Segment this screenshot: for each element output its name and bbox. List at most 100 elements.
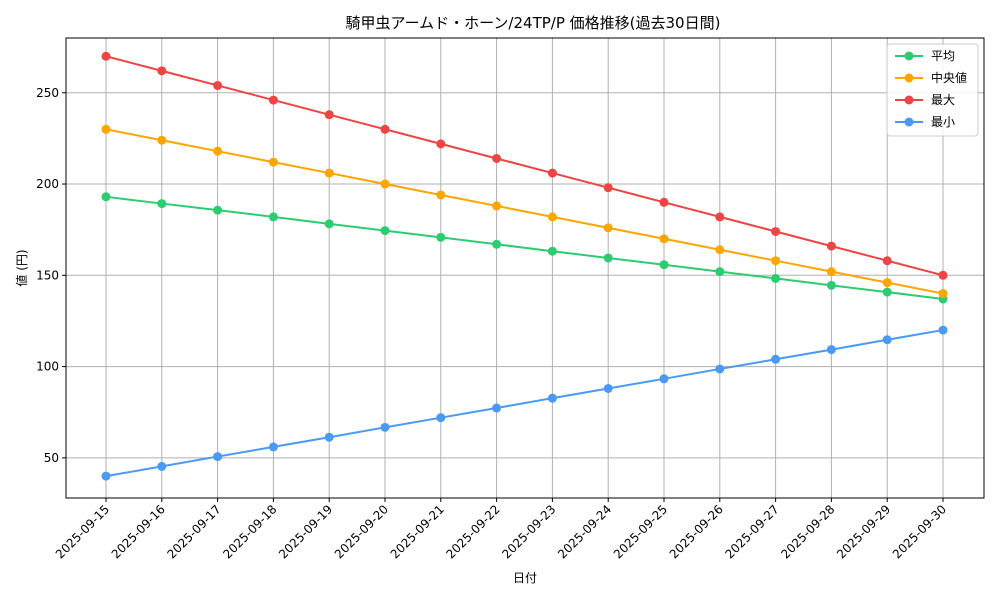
data-point xyxy=(213,452,223,462)
series-line xyxy=(105,329,944,478)
chart-title: 騎甲虫アームド・ホーン/24TP/P 価格推移(過去30日間) xyxy=(346,14,721,32)
data-point xyxy=(826,345,836,355)
data-point xyxy=(380,179,390,189)
series-line xyxy=(105,55,944,277)
data-point xyxy=(157,66,167,76)
data-point xyxy=(659,197,669,207)
legend-swatch-marker xyxy=(904,95,914,105)
data-point xyxy=(547,246,557,256)
legend-box xyxy=(886,43,979,137)
data-point xyxy=(157,135,167,145)
data-point xyxy=(492,403,502,413)
x-axis-title: 日付 xyxy=(513,571,537,585)
legend-swatch-marker xyxy=(904,117,914,127)
y-tick-label: 50 xyxy=(44,451,59,465)
plot-area-frame xyxy=(65,37,985,499)
data-point xyxy=(324,219,334,229)
data-point xyxy=(715,267,725,277)
data-point xyxy=(826,267,836,277)
data-point xyxy=(492,239,502,249)
data-point xyxy=(826,280,836,290)
x-tick-label: 2025-09-25 xyxy=(611,502,670,561)
y-tick-label: 100 xyxy=(36,360,59,374)
data-point xyxy=(380,226,390,236)
data-point xyxy=(213,80,223,90)
data-point xyxy=(436,413,446,423)
data-point xyxy=(547,393,557,403)
data-point xyxy=(492,153,502,163)
data-point xyxy=(380,422,390,432)
x-tick-label: 2025-09-17 xyxy=(165,502,224,561)
data-point xyxy=(882,278,892,288)
data-point xyxy=(826,241,836,251)
data-point xyxy=(659,260,669,270)
x-tick-label: 2025-09-30 xyxy=(890,502,949,561)
data-point xyxy=(436,232,446,242)
data-point xyxy=(771,354,781,364)
data-point xyxy=(547,168,557,178)
data-point xyxy=(101,124,111,134)
data-point xyxy=(603,223,613,233)
data-point xyxy=(882,256,892,266)
data-point xyxy=(771,273,781,283)
data-point xyxy=(268,95,278,105)
data-point xyxy=(268,442,278,452)
data-point xyxy=(938,270,948,280)
data-point xyxy=(771,226,781,236)
data-point xyxy=(938,289,948,299)
data-point xyxy=(101,471,111,481)
data-point xyxy=(771,256,781,266)
series-line xyxy=(105,195,944,301)
data-point xyxy=(380,124,390,134)
data-point xyxy=(436,190,446,200)
data-point xyxy=(324,168,334,178)
data-point xyxy=(324,432,334,442)
y-tick-label: 200 xyxy=(36,177,59,191)
legend-swatch-marker xyxy=(904,51,914,61)
y-axis-title: 値 (円) xyxy=(14,249,29,286)
data-point xyxy=(659,234,669,244)
data-point xyxy=(603,253,613,263)
data-point xyxy=(268,157,278,167)
legend-label: 最大 xyxy=(931,93,955,107)
data-point xyxy=(882,335,892,345)
x-tick-label: 2025-09-20 xyxy=(332,502,391,561)
x-tick-label: 2025-09-27 xyxy=(723,502,782,561)
y-tick-label: 250 xyxy=(36,86,59,100)
series xyxy=(101,51,948,481)
data-point xyxy=(101,51,111,61)
series-line xyxy=(105,128,944,295)
y-tick-label: 150 xyxy=(36,268,59,282)
x-tick-label: 2025-09-22 xyxy=(444,502,503,561)
data-point xyxy=(324,110,334,120)
x-tick-label: 2025-09-28 xyxy=(778,502,837,561)
legend-label: 平均 xyxy=(931,49,955,63)
x-tick-label: 2025-09-23 xyxy=(499,502,558,561)
data-point xyxy=(715,212,725,222)
x-tick-label: 2025-09-24 xyxy=(555,502,614,561)
data-point xyxy=(659,374,669,384)
data-point xyxy=(213,146,223,156)
data-point xyxy=(938,325,948,335)
data-point xyxy=(603,183,613,193)
data-point xyxy=(715,245,725,255)
data-point xyxy=(157,199,167,209)
data-point xyxy=(157,461,167,471)
grid xyxy=(66,38,984,498)
data-point xyxy=(213,205,223,215)
data-point xyxy=(101,192,111,202)
legend-label: 中央値 xyxy=(931,70,967,85)
x-tick-label: 2025-09-19 xyxy=(276,502,335,561)
data-point xyxy=(715,364,725,374)
x-tick-label: 2025-09-18 xyxy=(220,502,279,561)
data-point xyxy=(492,201,502,211)
data-point xyxy=(547,212,557,222)
data-point xyxy=(268,212,278,222)
legend-label: 最小 xyxy=(931,115,955,129)
legend-swatch-marker xyxy=(904,73,914,83)
data-point xyxy=(603,383,613,393)
x-tick-label: 2025-09-29 xyxy=(834,502,893,561)
data-point xyxy=(882,287,892,297)
